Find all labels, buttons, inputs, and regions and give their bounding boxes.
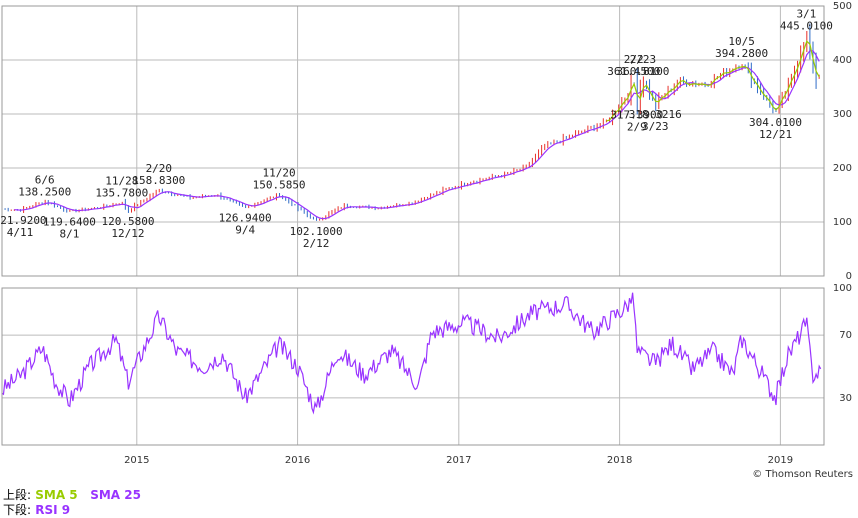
- annotation-date: 6/6: [35, 173, 55, 186]
- legend-sma-5: SMA 5: [35, 488, 78, 502]
- x-tick-label: 2017: [446, 455, 471, 466]
- rsi-9-line: [1, 292, 822, 415]
- legend-sma-25: SMA 25: [90, 488, 141, 502]
- y-tick-label: 300: [833, 109, 852, 120]
- upper-panel-grid: [2, 6, 824, 276]
- annotation-date: 2/2: [624, 53, 644, 66]
- legend-lower: 下段: RSI 9: [3, 501, 70, 518]
- price-annotations: 6/6138.2500121.92004/11119.64008/111/281…: [0, 8, 833, 250]
- annotation-value: 317.3900: [610, 109, 663, 122]
- y-tick-label: 100: [833, 283, 852, 294]
- annotation-date: 11/28: [105, 175, 138, 188]
- lower-panel-grid: [2, 288, 824, 445]
- upper-panel-frame: [1, 5, 825, 277]
- x-tick-label: 2018: [607, 455, 632, 466]
- sma-25-line: [14, 50, 820, 220]
- annotation-value: 150.5850: [253, 179, 306, 192]
- annotation-value: 135.7800: [95, 187, 148, 200]
- annotation-date: 10/5: [728, 35, 755, 48]
- annotation-value: 360.8100: [616, 65, 669, 78]
- annotation-value: 121.9200: [0, 214, 47, 227]
- y-tick-label: 0: [846, 271, 852, 282]
- annotation-value: 304.0100: [749, 116, 802, 129]
- legend-lower-label: 下段:: [3, 503, 32, 517]
- y-tick-label: 500: [833, 1, 852, 12]
- annotation-date: 12/21: [759, 128, 792, 141]
- annotation-value: 119.6400: [43, 215, 96, 228]
- annotation-value: 120.5800: [101, 215, 154, 228]
- annotation-date: 2/12: [303, 237, 330, 250]
- legend-upper: 上段: SMA 5 SMA 25: [3, 486, 141, 503]
- annotation-date: 9/4: [235, 223, 255, 236]
- legend-upper-label: 上段:: [3, 488, 32, 502]
- legend-rsi-9: RSI 9: [35, 503, 71, 517]
- annotation-date: 11/20: [263, 167, 296, 180]
- annotation-value: 138.2500: [18, 185, 71, 198]
- x-axis: 2015 2016 2017 2018 2019: [124, 455, 793, 466]
- y-tick-label: 30: [839, 393, 852, 404]
- annotation-date: 2/20: [146, 162, 173, 175]
- lower-y-axis: 30 70 100: [833, 283, 852, 404]
- annotation-date: 12/12: [111, 227, 144, 240]
- annotation-value: 158.8300: [132, 174, 185, 187]
- annotation-date: 3/23: [642, 120, 669, 133]
- credit-text: © Thomson Reuters: [752, 469, 853, 480]
- annotation-date: 4/11: [7, 226, 34, 239]
- x-tick-label: 2019: [768, 455, 793, 466]
- annotation-date: 2/9: [627, 121, 647, 134]
- annotation-date: 2/23: [630, 53, 657, 66]
- y-tick-label: 200: [833, 163, 852, 174]
- x-tick-label: 2016: [285, 455, 310, 466]
- annotation-value: 361.4500: [607, 65, 660, 78]
- annotation-value: 102.1000: [290, 225, 343, 238]
- annotation-value: 445.0100: [780, 20, 833, 33]
- annotation-value: 318.3216: [629, 108, 682, 121]
- annotation-value: 126.9400: [219, 211, 272, 224]
- y-tick-label: 400: [833, 55, 852, 66]
- annotation-date: 3/1: [796, 8, 816, 21]
- y-tick-label: 70: [839, 330, 852, 341]
- y-tick-label: 100: [833, 217, 852, 228]
- sma-5-line: [606, 40, 820, 122]
- x-tick-label: 2015: [124, 455, 149, 466]
- lower-panel-frame: [1, 287, 825, 446]
- upper-y-axis: 0 100 200 300 400 500: [833, 1, 852, 282]
- annotation-value: 394.2800: [715, 47, 768, 60]
- annotation-date: 8/1: [59, 227, 79, 240]
